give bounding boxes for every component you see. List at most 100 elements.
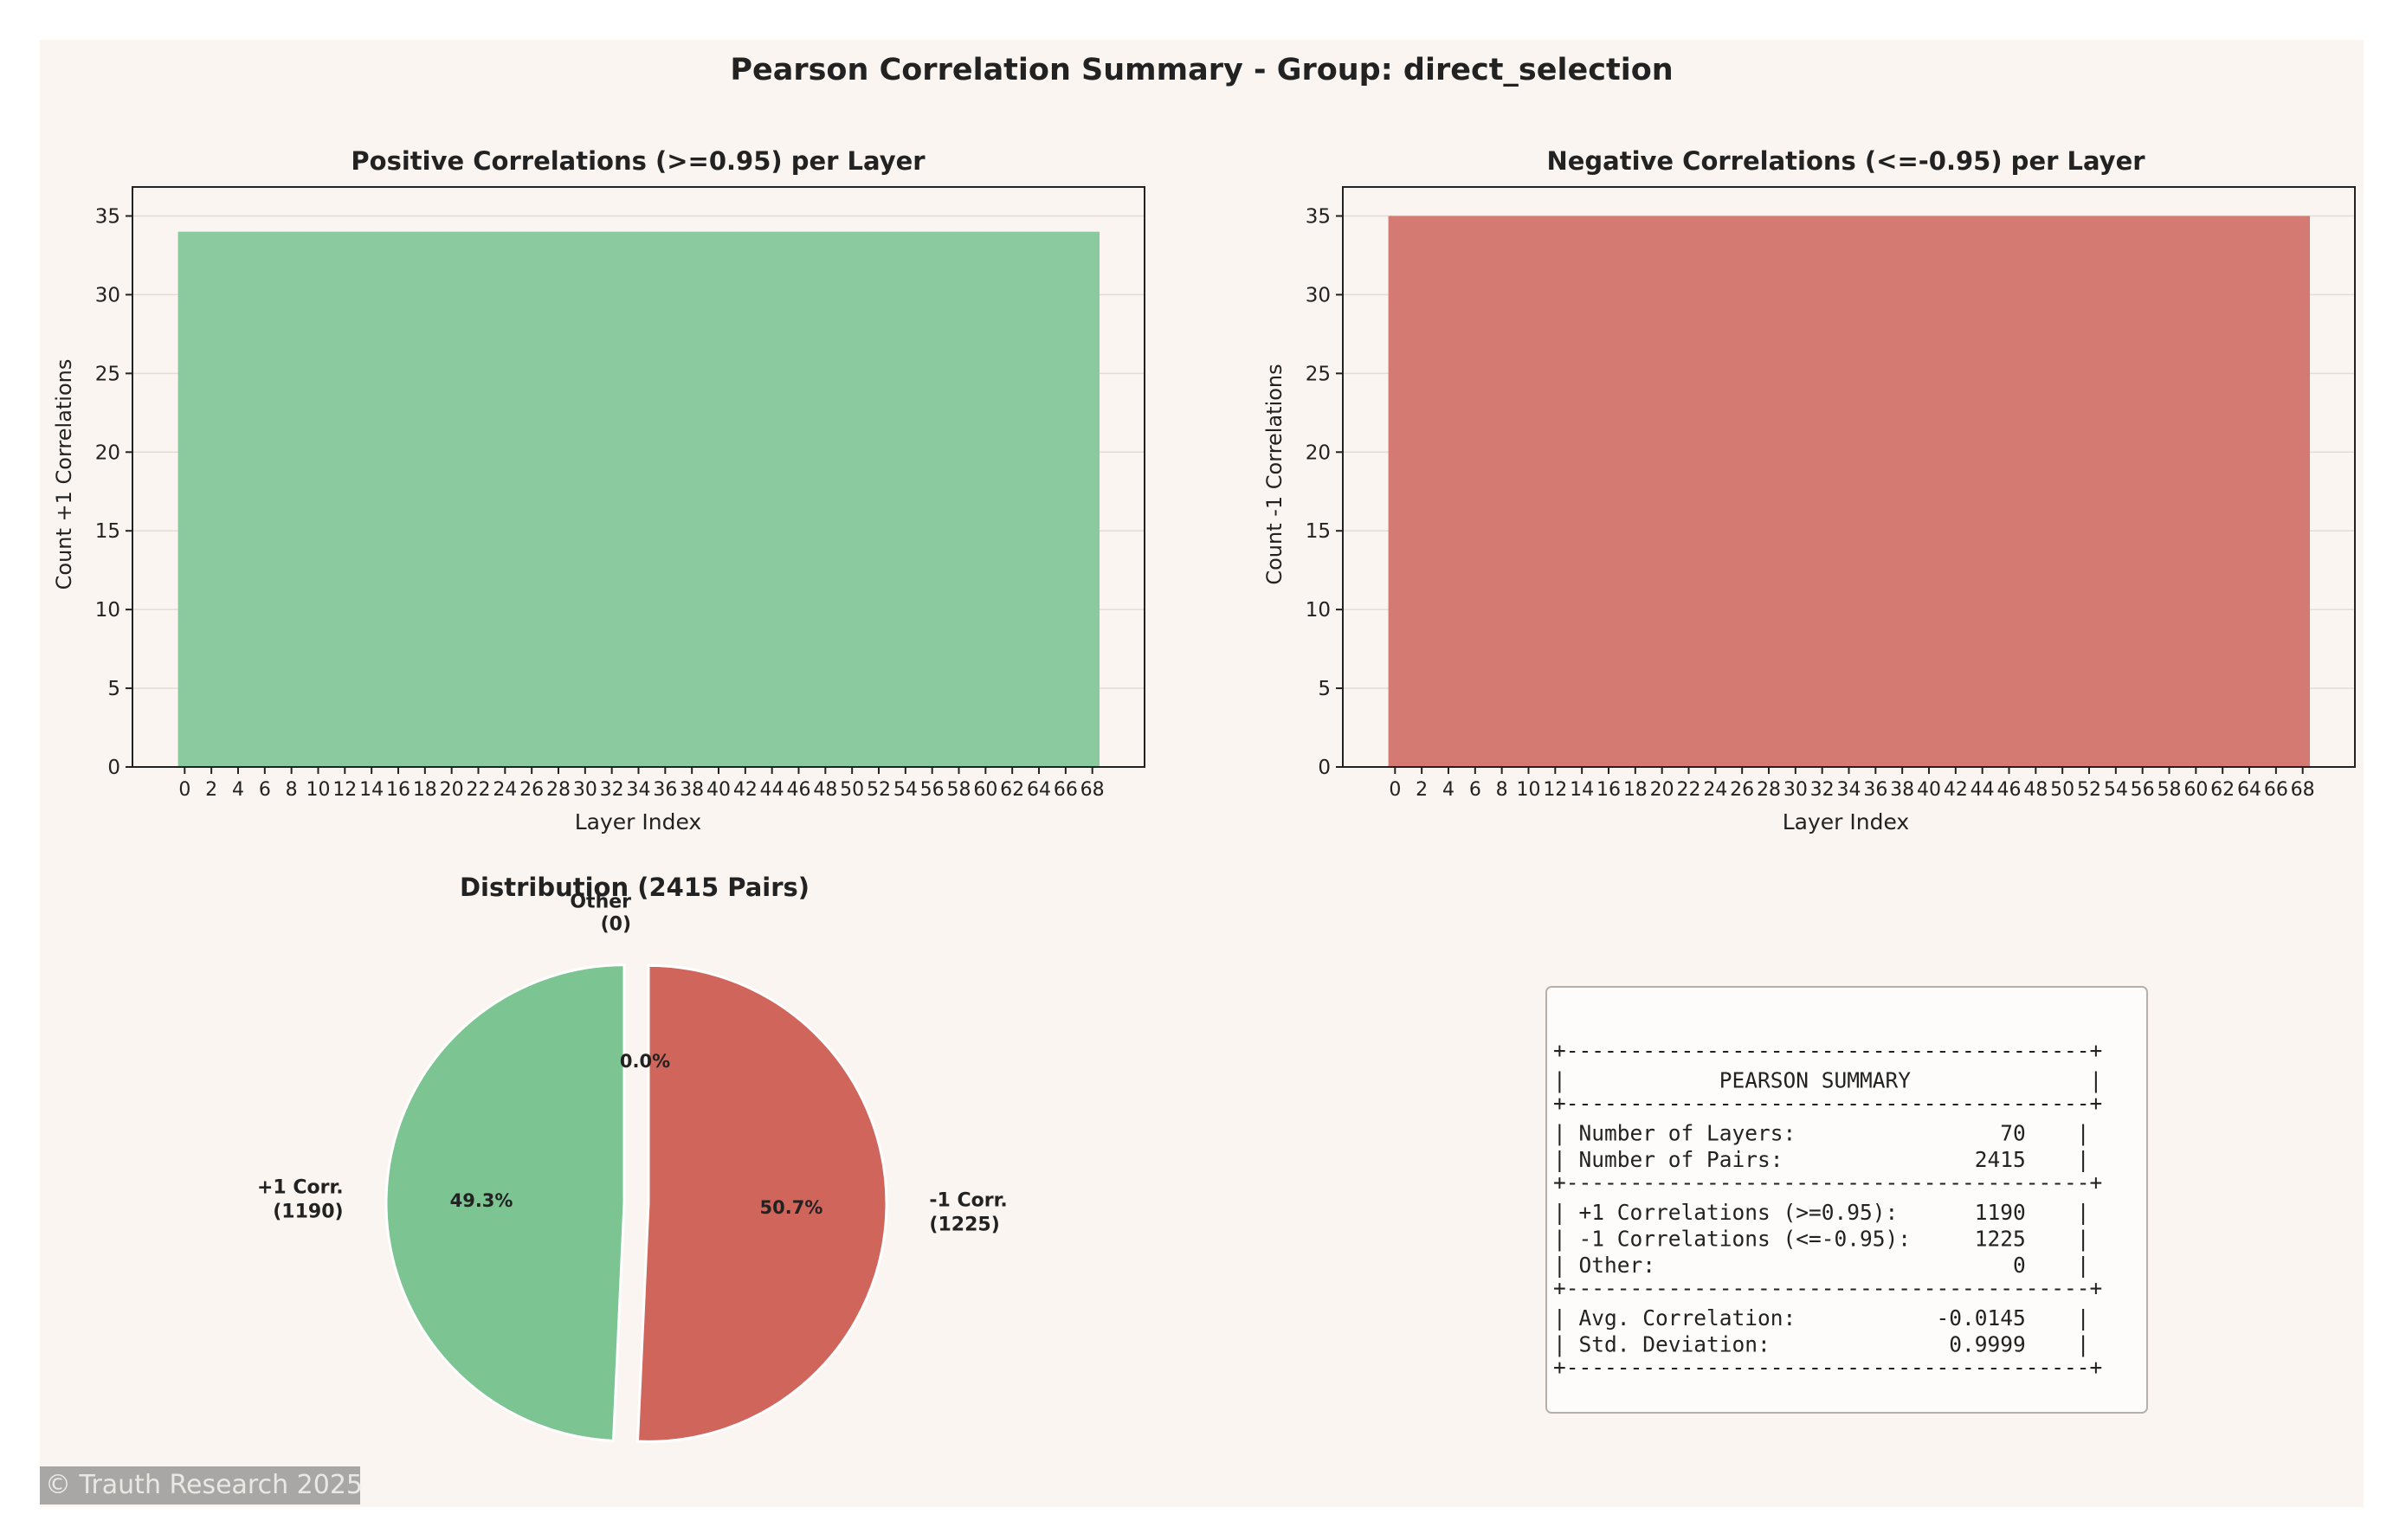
negative-bar bbox=[1521, 216, 1536, 767]
positive-bar bbox=[791, 231, 806, 768]
negative-xtick-label: 46 bbox=[1997, 779, 2022, 801]
negative-bar bbox=[1762, 216, 1777, 767]
positive-bar bbox=[338, 231, 352, 768]
negative-bar bbox=[1829, 216, 1843, 767]
positive-xtick-label: 36 bbox=[653, 779, 677, 801]
negative-bar bbox=[1602, 216, 1616, 767]
positive-bar bbox=[538, 231, 552, 768]
negative-bar bbox=[1949, 216, 1964, 767]
summary-line: | -1 Correlations (<=-0.95): 1225 | bbox=[1553, 1227, 2090, 1252]
positive-bar bbox=[965, 231, 980, 768]
pie-label-other: Other bbox=[570, 892, 631, 913]
negative-xtick-label: 12 bbox=[1543, 779, 1567, 801]
negative-xtick-label: 58 bbox=[2158, 779, 2182, 801]
positive-bar bbox=[805, 231, 820, 768]
negative-bar bbox=[1468, 216, 1483, 767]
negative-bar bbox=[2162, 216, 2177, 767]
summary-separator: +---------------------------------------… bbox=[1553, 1276, 2102, 1301]
positive-xtick-label: 24 bbox=[493, 779, 517, 801]
positive-bar bbox=[217, 231, 232, 768]
positive-bar bbox=[364, 231, 379, 768]
negative-xtick-label: 32 bbox=[1810, 779, 1835, 801]
positive-xtick-label: 32 bbox=[600, 779, 624, 801]
positive-bar bbox=[1085, 231, 1100, 768]
negative-bar bbox=[1895, 216, 1910, 767]
positive-bar bbox=[698, 231, 713, 768]
watermark: © Trauth Research 2025 bbox=[40, 1466, 363, 1505]
negative-bar bbox=[2282, 216, 2297, 767]
pearson-summary-box: +---------------------------------------… bbox=[1545, 986, 2148, 1414]
negative-bar bbox=[1562, 216, 1577, 767]
negative-xtick-label: 26 bbox=[1730, 779, 1754, 801]
positive-bar bbox=[725, 231, 739, 768]
positive-ytick-label: 15 bbox=[95, 520, 120, 543]
negative-bar bbox=[1735, 216, 1750, 767]
positive-bar bbox=[325, 231, 339, 768]
negative-xtick-label: 0 bbox=[1389, 779, 1401, 801]
negative-ytick-label: 35 bbox=[1306, 206, 1331, 229]
positive-bar bbox=[352, 231, 366, 768]
pie-label-negative: -1 Corr. bbox=[929, 1190, 1007, 1212]
positive-xtick-label: 8 bbox=[286, 779, 298, 801]
negative-xtick-label: 50 bbox=[2050, 779, 2074, 801]
pie-count-positive: (1190) bbox=[273, 1201, 343, 1222]
negative-bar bbox=[1588, 216, 1603, 767]
negative-xtick-label: 44 bbox=[1971, 779, 1995, 801]
summary-line: | PEARSON SUMMARY | bbox=[1553, 1068, 2102, 1093]
negative-bar bbox=[1629, 216, 1643, 767]
negative-xtick-label: 60 bbox=[2183, 779, 2208, 801]
negative-bar bbox=[2242, 216, 2257, 767]
negative-xtick-label: 24 bbox=[1703, 779, 1727, 801]
negative-bar bbox=[1935, 216, 1950, 767]
negative-xtick-label: 52 bbox=[2077, 779, 2101, 801]
negative-chart-xlabel: Layer Index bbox=[1783, 809, 1909, 834]
positive-bar bbox=[1059, 231, 1074, 768]
negative-xtick-label: 68 bbox=[2291, 779, 2315, 801]
positive-bar bbox=[845, 231, 860, 768]
positive-xtick-label: 20 bbox=[440, 779, 464, 801]
positive-bar bbox=[885, 231, 900, 768]
negative-bar bbox=[1748, 216, 1763, 767]
positive-xtick-label: 66 bbox=[1054, 779, 1078, 801]
negative-xtick-label: 56 bbox=[2131, 779, 2155, 801]
positive-bar bbox=[578, 231, 593, 768]
positive-xtick-label: 68 bbox=[1080, 779, 1105, 801]
negative-bar bbox=[1455, 216, 1469, 767]
positive-bar bbox=[564, 231, 579, 768]
positive-bar bbox=[818, 231, 833, 768]
negative-bar bbox=[2109, 216, 2124, 767]
positive-bar bbox=[739, 231, 753, 768]
negative-xtick-label: 28 bbox=[1757, 779, 1781, 801]
negative-xtick-label: 4 bbox=[1442, 779, 1455, 801]
positive-bar bbox=[284, 231, 299, 768]
positive-xtick-label: 0 bbox=[178, 779, 190, 801]
negative-ytick-label: 20 bbox=[1306, 441, 1331, 464]
positive-bar bbox=[658, 231, 673, 768]
positive-bar bbox=[298, 231, 313, 768]
positive-xtick-label: 50 bbox=[840, 779, 864, 801]
positive-chart-title: Positive Correlations (>=0.95) per Layer bbox=[351, 146, 926, 176]
summary-separator: +---------------------------------------… bbox=[1553, 1038, 2102, 1063]
negative-bar bbox=[1868, 216, 1883, 767]
negative-xtick-label: 18 bbox=[1623, 779, 1648, 801]
negative-correlations-panel: Negative Correlations (<=-0.95) per Laye… bbox=[1262, 146, 2356, 834]
positive-ytick-label: 20 bbox=[95, 441, 120, 464]
negative-bar bbox=[1855, 216, 1870, 767]
pie-pct-negative: 50.7% bbox=[760, 1197, 823, 1218]
negative-bar bbox=[1642, 216, 1656, 767]
summary-line: | Number of Layers: 70 | bbox=[1553, 1121, 2090, 1146]
positive-bar bbox=[444, 231, 459, 768]
negative-bar bbox=[1388, 216, 1403, 767]
negative-bar bbox=[2269, 216, 2284, 767]
positive-xtick-label: 10 bbox=[306, 779, 330, 801]
negative-bar bbox=[1481, 216, 1496, 767]
negative-bar bbox=[1908, 216, 1923, 767]
summary-line: | +1 Correlations (>=0.95): 1190 | bbox=[1553, 1200, 2090, 1225]
figure-title: Pearson Correlation Summary - Group: dir… bbox=[730, 53, 1673, 87]
positive-bar bbox=[591, 231, 606, 768]
positive-bar bbox=[471, 231, 486, 768]
negative-bar bbox=[1681, 216, 1696, 767]
positive-bar bbox=[978, 231, 993, 768]
negative-ytick-label: 0 bbox=[1318, 757, 1331, 779]
